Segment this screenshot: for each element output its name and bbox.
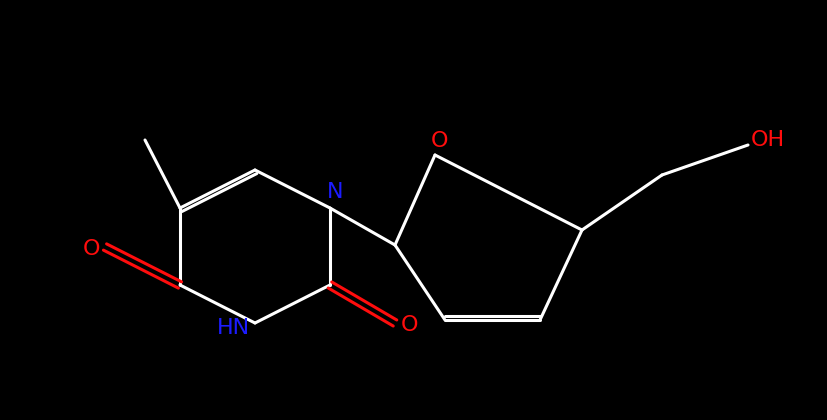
- Text: O: O: [431, 131, 449, 151]
- Text: OH: OH: [751, 130, 785, 150]
- Text: HN: HN: [217, 318, 250, 338]
- Text: O: O: [82, 239, 100, 259]
- Text: O: O: [400, 315, 418, 335]
- Text: N: N: [327, 182, 343, 202]
